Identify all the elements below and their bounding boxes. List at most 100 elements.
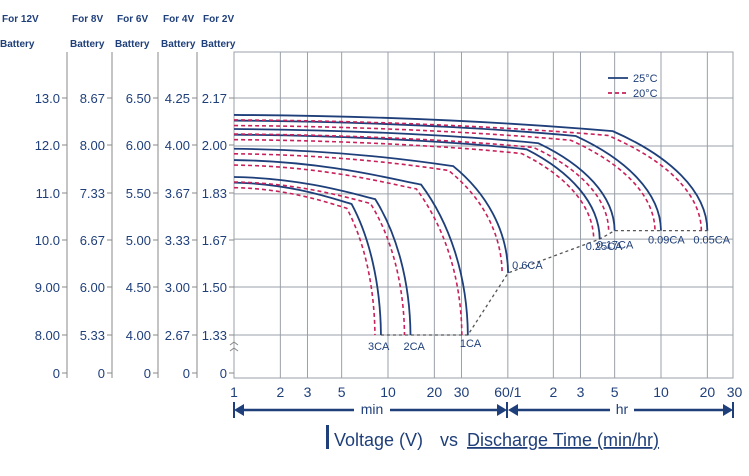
cutoff-line (380, 229, 708, 336)
voltage-scales: For 12VBattery13.012.011.010.09.008.000F… (0, 14, 236, 381)
tick-label: 0 (98, 366, 105, 381)
tick-label: 1.83 (202, 186, 227, 201)
curve-20c (233, 186, 376, 336)
curve-25c (233, 176, 412, 336)
tick-label: 2.17 (202, 91, 227, 106)
tick-label: 2.00 (202, 138, 227, 153)
tick-label: 6.00 (80, 280, 105, 295)
curve-20c (233, 133, 610, 231)
x-tick-label: 2 (549, 384, 557, 400)
x-tick-label: 60/1 (494, 384, 521, 400)
curve-label: 0.25CA (586, 241, 623, 253)
x-tick-label: 5 (611, 384, 619, 400)
curve-label: 0.6CA (512, 260, 543, 272)
curve-25c (233, 114, 709, 231)
caption-discharge-time: Discharge Time (min/hr) (467, 430, 659, 450)
scale-header: Battery (0, 39, 35, 50)
curve-25c (233, 159, 469, 336)
tick-label: 8.00 (80, 138, 105, 153)
caption-voltage: Voltage (V) (334, 430, 423, 450)
caption-bar (326, 425, 329, 449)
x-tick-label: 1 (230, 384, 238, 400)
plot-frame (233, 51, 734, 379)
curve-25c (233, 119, 662, 231)
curve-25c (233, 128, 616, 231)
scale-header: For 8V (72, 14, 103, 25)
scale-header: Battery (70, 39, 105, 50)
legend-label: 25°C (633, 73, 658, 85)
scale-header: Battery (161, 39, 196, 50)
tick-label: 4.00 (165, 138, 190, 153)
x-tick-label: 20 (700, 384, 716, 400)
scale-header: For 4V (163, 14, 194, 25)
caption-vs: vs (440, 430, 458, 450)
unit-label-bg (354, 402, 390, 418)
x-tick-label: 10 (653, 384, 669, 400)
scale-header: Battery (201, 39, 236, 50)
curve-20c (233, 124, 656, 231)
tick-label: 5.33 (80, 328, 105, 343)
tick-label: 5.50 (126, 186, 151, 201)
curve-25c (233, 147, 510, 273)
curve-25c (233, 133, 601, 240)
voltage-scale: For 12V Battery 13.0 12.0 11.0 10.0 9.00 8.00 0 (0, 14, 68, 381)
tick-label: 2.67 (165, 328, 190, 343)
tick-label: 5.00 (126, 233, 151, 248)
x-tick-label: 30 (727, 384, 743, 400)
voltage-scale: For 6V Battery 6.50 6.00 5.50 5.00 4.50 4.00 0 (115, 14, 159, 381)
curve-20c (233, 138, 595, 240)
scale-header: For 12V (2, 14, 39, 25)
scale-header: Battery (115, 39, 150, 50)
tick-label: 4.50 (126, 280, 151, 295)
tick-label: 8.67 (80, 91, 105, 106)
scale-header: For 2V (203, 14, 234, 25)
voltage-scale: For 2V Battery 2.17 2.00 1.83 1.67 1.50 1.33 0 (201, 14, 236, 381)
tick-label: 3.33 (165, 233, 190, 248)
tick-label: 7.33 (80, 186, 105, 201)
tick-label: 10.0 (35, 233, 60, 248)
axis-break-icon (229, 341, 239, 352)
tick-label: 8.00 (35, 328, 60, 343)
tick-label: 1.50 (202, 280, 227, 295)
curve-label: 0.05CA (693, 235, 730, 247)
tick-label: 9.00 (35, 280, 60, 295)
tick-label: 0 (220, 366, 227, 381)
x-tick-label: 3 (304, 384, 312, 400)
tick-label: 4.00 (126, 328, 151, 343)
tick-label: 12.0 (35, 138, 60, 153)
curve-20c (233, 181, 406, 336)
x-tick-label: 20 (427, 384, 443, 400)
tick-label: 0 (183, 366, 190, 381)
tick-label: 4.25 (165, 91, 190, 106)
tick-label: 3.67 (165, 186, 190, 201)
grid (229, 51, 734, 379)
legend: 25°C 20°C (608, 73, 658, 100)
tick-label: 13.0 (35, 91, 60, 106)
curve-20c (233, 164, 463, 336)
x-tick-label: 30 (454, 384, 470, 400)
x-unit-hr: hr (616, 401, 629, 417)
legend-label: 20°C (633, 88, 658, 100)
curve-label: 0.09CA (648, 235, 685, 247)
curve-label: 3CA (368, 341, 390, 353)
curve-20c (233, 119, 703, 231)
curve-label: 1CA (460, 338, 482, 350)
tick-label: 6.50 (126, 91, 151, 106)
curve-label: 2CA (404, 341, 426, 353)
curve-label: 0.17CA (597, 240, 634, 252)
tick-label: 11.0 (36, 186, 60, 201)
tick-label: 6.00 (126, 138, 151, 153)
chart-caption: Voltage (V) vs Discharge Time (min/hr) (326, 425, 659, 450)
x-tick-label: 10 (380, 384, 396, 400)
tick-label: 1.67 (202, 233, 227, 248)
x-unit-min: min (361, 401, 384, 417)
tick-label: 3.00 (165, 280, 190, 295)
curve-20c (233, 152, 503, 273)
voltage-scale: For 4V Battery 4.25 4.00 3.67 3.33 3.00 2.67 0 (161, 14, 198, 381)
x-tick-label: 3 (577, 384, 585, 400)
tick-label: 1.33 (202, 328, 227, 343)
curve-25c (233, 181, 382, 336)
unit-label-bg (610, 402, 634, 418)
